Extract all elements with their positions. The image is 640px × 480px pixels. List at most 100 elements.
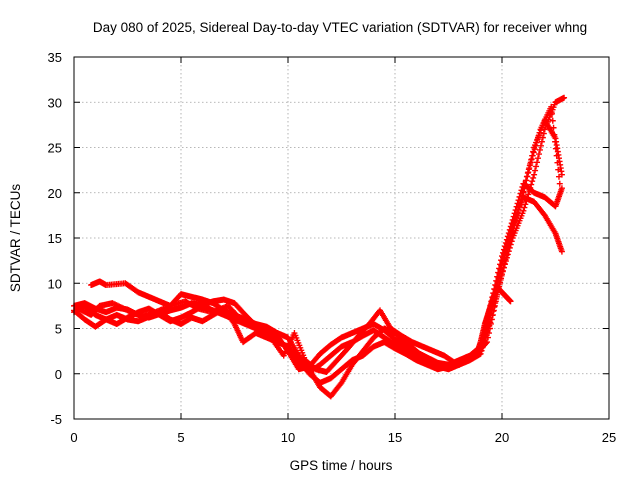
data-point	[520, 188, 527, 195]
data-point	[483, 340, 490, 347]
series-trace-4	[71, 194, 565, 375]
data-point	[504, 248, 511, 255]
data-point	[548, 110, 555, 117]
data-point	[551, 131, 558, 138]
x-tick-label: 10	[281, 430, 295, 445]
data-point	[534, 159, 541, 166]
data-point	[534, 155, 541, 162]
data-point	[508, 232, 515, 239]
x-tick-label: 5	[177, 430, 184, 445]
y-tick-label: 0	[55, 367, 62, 382]
series-trace-5	[75, 103, 563, 375]
data-point	[526, 188, 533, 195]
data-point	[500, 264, 507, 271]
data-point	[506, 240, 513, 247]
grid	[74, 57, 609, 419]
data-point	[518, 195, 525, 202]
data-point	[505, 244, 512, 251]
data-point	[558, 248, 565, 255]
data-point	[527, 184, 534, 191]
data-point	[554, 159, 561, 166]
data-point	[536, 129, 543, 136]
data-point	[556, 180, 563, 187]
data-point	[509, 229, 516, 236]
y-tick-label: 25	[48, 141, 62, 156]
data-point	[537, 142, 544, 149]
data-point	[519, 192, 526, 199]
data-point	[528, 181, 535, 188]
y-tick-label: 15	[48, 231, 62, 246]
data-point	[528, 156, 535, 163]
data-point	[536, 146, 543, 153]
data-point	[486, 325, 493, 332]
data-point	[520, 184, 527, 191]
y-tick-label: -5	[50, 412, 62, 427]
data-point	[507, 236, 514, 243]
chart-title: Day 080 of 2025, Sidereal Day-to-day VTE…	[93, 20, 587, 35]
data-point	[533, 139, 540, 146]
series-trace-6	[473, 284, 514, 359]
data-point	[521, 181, 528, 188]
data-point	[553, 152, 560, 159]
x-tick-label: 15	[388, 430, 402, 445]
data-point	[534, 136, 541, 143]
data-point	[549, 117, 556, 124]
data-point	[530, 149, 537, 156]
data-point	[488, 316, 495, 323]
data-point	[535, 151, 542, 158]
data-point	[520, 207, 527, 214]
data-point	[558, 185, 565, 192]
data-point	[496, 281, 503, 288]
data-point	[516, 203, 523, 210]
data-point	[532, 167, 539, 174]
data-point	[503, 252, 510, 259]
y-axis-label: SDTVAR / TECUs	[8, 184, 23, 293]
data-point	[484, 334, 491, 341]
data-point	[555, 166, 562, 173]
data-point	[526, 162, 533, 169]
y-tick-label: 5	[55, 322, 62, 337]
data-point	[511, 221, 518, 228]
data-point	[535, 132, 542, 139]
axis-ticks: 0 5 10 15 20 25 -5 0 5 10 15 20 25 30 35	[48, 50, 617, 445]
data-point	[485, 330, 492, 337]
data-point	[561, 94, 568, 101]
data-point	[531, 171, 538, 178]
x-axis-label: GPS time / hours	[290, 458, 393, 473]
data-point	[499, 268, 506, 275]
data-point	[523, 173, 530, 180]
data-point	[531, 146, 538, 153]
data-point	[498, 272, 505, 279]
series-trace-2	[71, 94, 568, 386]
x-tick-label: 25	[602, 430, 616, 445]
data-point	[497, 276, 504, 283]
data-point	[529, 178, 536, 185]
data-point	[552, 145, 559, 152]
data-point	[548, 103, 555, 110]
data-point	[501, 260, 508, 267]
x-tick-label: 0	[70, 430, 77, 445]
data-point	[524, 170, 531, 177]
series-trace-1	[71, 180, 565, 373]
data-point	[527, 159, 534, 166]
y-tick-label: 30	[48, 95, 62, 110]
data-point	[515, 207, 522, 214]
data-point	[489, 311, 496, 318]
data-point	[502, 256, 509, 263]
data-point	[532, 142, 539, 149]
data-point	[525, 166, 532, 173]
data-point	[533, 163, 540, 170]
plot-area	[71, 94, 568, 400]
data-point	[514, 210, 521, 217]
data-point	[517, 199, 524, 206]
data-point	[538, 138, 545, 145]
x-tick-label: 20	[495, 430, 509, 445]
data-point	[550, 124, 557, 131]
y-tick-label: 35	[48, 50, 62, 65]
data-point	[556, 173, 563, 180]
data-point	[529, 152, 536, 159]
y-tick-label: 10	[48, 276, 62, 291]
data-point	[530, 174, 537, 181]
y-tick-label: 20	[48, 186, 62, 201]
data-point	[487, 320, 494, 327]
